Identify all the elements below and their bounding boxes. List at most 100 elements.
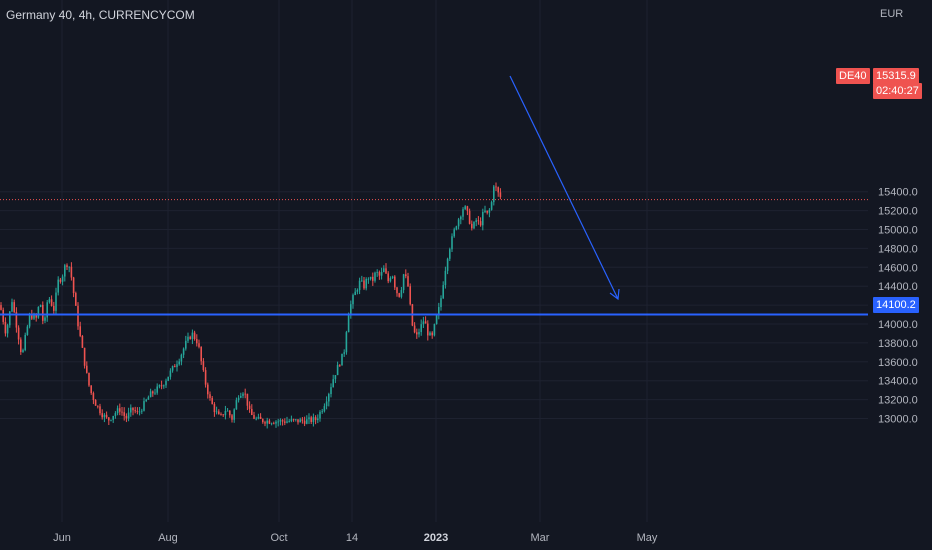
candle-body — [288, 421, 290, 422]
candle-body — [180, 354, 183, 362]
candle-body — [358, 280, 361, 291]
candle-body — [211, 397, 213, 405]
candle-body — [55, 292, 57, 311]
candle-body — [435, 315, 438, 325]
candle-body — [365, 279, 367, 289]
candle-body — [136, 411, 139, 413]
candle-body — [253, 415, 255, 419]
candle-body — [226, 410, 229, 412]
level-price-tag: 14100.2 — [873, 297, 919, 313]
candle-body — [116, 408, 119, 414]
candle-body — [127, 412, 130, 419]
candle-body — [268, 420, 271, 424]
price-tick-label: 15200.0 — [878, 206, 918, 218]
candle-body — [233, 409, 235, 420]
candle-body — [215, 411, 218, 413]
candle-body — [209, 394, 211, 398]
candle-body — [334, 375, 337, 380]
candle-body — [182, 348, 185, 355]
candle-body — [158, 385, 161, 387]
candle-body — [449, 249, 451, 259]
candle-body — [367, 278, 370, 280]
candle-body — [213, 404, 216, 413]
candle-body — [48, 299, 51, 303]
candle-body — [90, 385, 92, 394]
candle-body — [185, 340, 187, 349]
currency-label: EUR — [880, 8, 904, 20]
candle-body — [75, 293, 77, 306]
candle-body — [196, 339, 198, 344]
candle-body — [330, 387, 332, 395]
candle-body — [231, 415, 233, 420]
candle-body — [167, 376, 169, 381]
candle-body — [332, 379, 334, 388]
candle-body — [86, 365, 88, 373]
trend-arrow[interactable] — [509, 75, 620, 301]
candle-body — [422, 321, 425, 325]
candle-body — [352, 295, 354, 305]
candle-body — [475, 220, 477, 222]
candle-body — [295, 419, 297, 421]
candle-body — [259, 416, 262, 419]
candle-body — [53, 305, 55, 311]
candle-body — [77, 305, 79, 327]
candle-body — [301, 419, 304, 421]
time-tick-label: Aug — [158, 532, 178, 544]
candle-body — [464, 206, 466, 210]
candle-body — [37, 306, 40, 318]
candle-body — [59, 279, 62, 282]
candle-body — [312, 417, 315, 422]
candle-body — [420, 324, 422, 333]
arrow-shaft — [509, 75, 619, 300]
candle-body — [440, 298, 442, 308]
time-axis-labels: Jun Aug Oct 14 2023 Mar May — [53, 532, 658, 544]
candle-body — [70, 266, 73, 278]
candle-body — [193, 332, 196, 340]
candle-body — [336, 365, 339, 376]
candle-body — [429, 332, 431, 336]
candle-body — [314, 417, 317, 421]
candle-body — [488, 209, 491, 213]
candle-body — [477, 220, 480, 222]
candle-body — [482, 212, 484, 226]
candle-body — [134, 410, 136, 412]
candle-body — [39, 304, 42, 307]
time-axis[interactable] — [0, 522, 868, 550]
candle-body — [83, 347, 86, 366]
candle-body — [471, 223, 473, 229]
candle-body — [50, 299, 53, 306]
candle-body — [108, 417, 110, 421]
candle-body — [147, 397, 150, 400]
candle-body — [407, 276, 409, 287]
candle-body — [499, 192, 502, 198]
candle-body — [418, 332, 420, 335]
candle-body — [341, 353, 343, 366]
candle-body — [105, 414, 108, 418]
candle-body — [466, 206, 469, 211]
candle-body — [97, 405, 99, 407]
price-tick-label: 13800.0 — [878, 338, 918, 350]
candle-body — [279, 420, 282, 422]
candle-body — [391, 276, 394, 279]
candle-body — [123, 412, 125, 416]
candle-body — [222, 414, 224, 416]
candle-body — [160, 385, 163, 387]
price-tick-label: 14600.0 — [878, 262, 918, 274]
candle-body — [290, 419, 293, 422]
candle-body — [187, 336, 189, 341]
candle-body — [486, 210, 488, 213]
candle-body — [103, 414, 106, 418]
candle-body — [277, 421, 279, 423]
candle-body — [101, 413, 103, 418]
price-tick-label: 13600.0 — [878, 357, 918, 369]
candle-body — [17, 327, 20, 340]
time-tick-label: Oct — [270, 532, 287, 544]
candle-body — [292, 419, 295, 421]
candle-body — [246, 393, 249, 406]
candle-body — [44, 317, 46, 321]
candle-body — [442, 285, 444, 299]
candle-body — [81, 335, 84, 348]
candle-body — [255, 418, 257, 420]
candle-body — [99, 406, 101, 414]
